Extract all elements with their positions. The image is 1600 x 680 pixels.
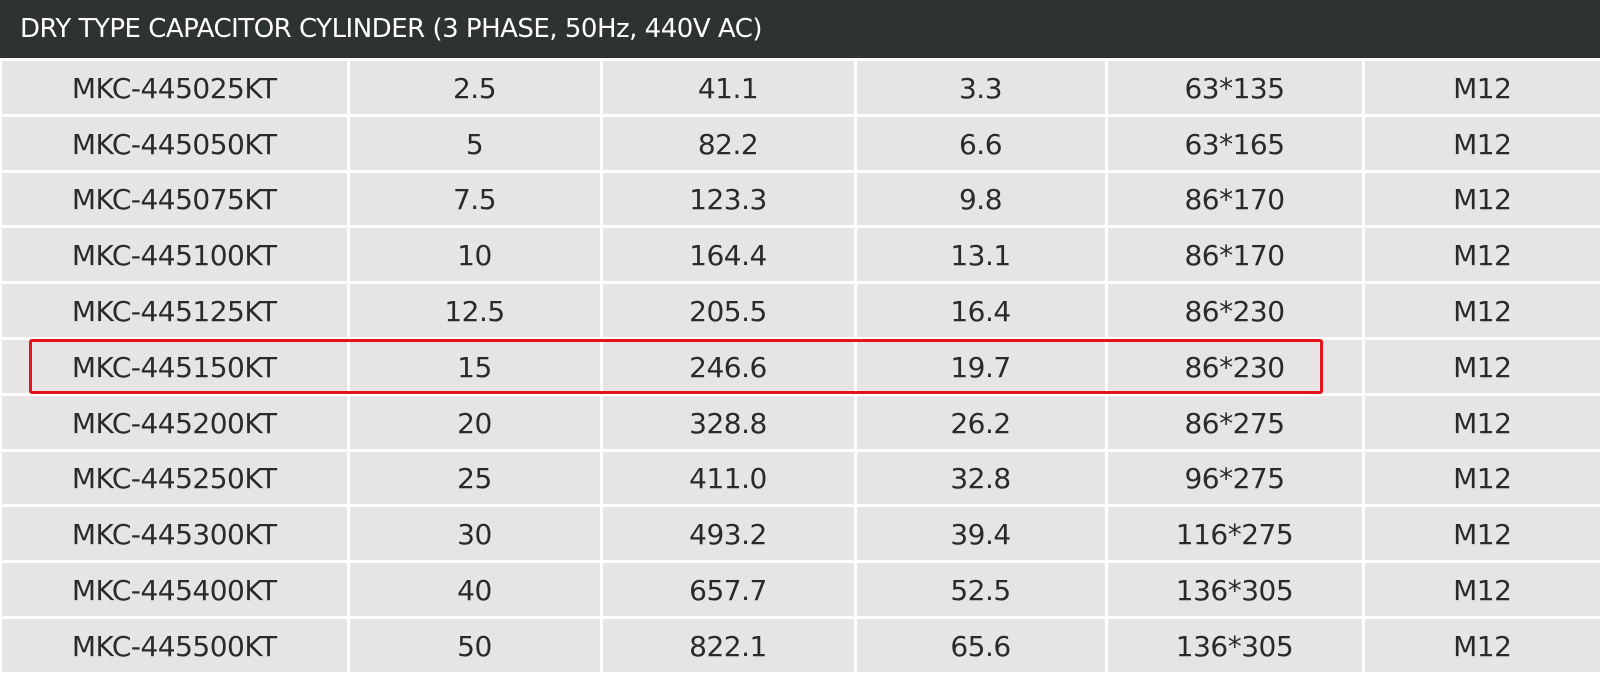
table-cell: MKC-445300KT [2,507,347,561]
table-cell: 205.5 [602,284,854,337]
table-cell: MKC-445400KT [2,563,347,616]
table-cell: 116*275 [1107,507,1362,561]
table-cell: 13.1 [856,228,1105,282]
table-cell: 3.3 [856,61,1105,114]
table-cell: 41.1 [602,61,854,114]
table-cell: 123.3 [602,172,854,226]
table-cell: 86*230 [1107,340,1362,393]
table-cell: M12 [1364,228,1600,282]
table-cell: 12.5 [349,284,600,337]
table-cell: M12 [1364,451,1600,505]
table-cell: 82.2 [602,116,854,170]
table-cell: 493.2 [602,507,854,561]
table-cell: 136*305 [1107,563,1362,616]
table-cell: 16.4 [856,284,1105,337]
table-cell: 10 [349,228,600,282]
table-cell: M12 [1364,507,1600,561]
table-cell: 86*230 [1107,284,1362,337]
table-cell: 15 [349,340,600,393]
table-cell: 2.5 [349,61,600,114]
table-cell: 411.0 [602,451,854,505]
table-cell: MKC-445125KT [2,284,347,337]
table-cell: 86*275 [1107,395,1362,449]
table-cell: 328.8 [602,395,854,449]
table-title: DRY TYPE CAPACITOR CYLINDER (3 PHASE, 50… [0,0,1600,58]
table-cell: MKC-445200KT [2,395,347,449]
table-cell: 65.6 [856,619,1105,672]
table-cell: 7.5 [349,172,600,226]
table-cell: 32.8 [856,451,1105,505]
table-cell: 164.4 [602,228,854,282]
table-cell: 822.1 [602,619,854,672]
table-cell: 136*305 [1107,619,1362,672]
table-cell: MKC-445150KT [2,340,347,393]
data-table: MKC-445025KT 2.5 41.1 3.3 63*135 M12 MKC-44505… [0,61,1600,680]
table-cell: 96*275 [1107,451,1362,505]
table-cell: 20 [349,395,600,449]
table-cell: 86*170 [1107,172,1362,226]
table-cell: 9.8 [856,172,1105,226]
table-cell: 25 [349,451,600,505]
table-cell: M12 [1364,116,1600,170]
table-cell: MKC-445075KT [2,172,347,226]
table-cell: 39.4 [856,507,1105,561]
table-cell: M12 [1364,172,1600,226]
table-cell: M12 [1364,61,1600,114]
table-cell: 30 [349,507,600,561]
table-cell: MKC-445025KT [2,61,347,114]
table-cell: MKC-445500KT [2,619,347,672]
table-cell: 63*135 [1107,61,1362,114]
table-cell: 19.7 [856,340,1105,393]
table-cell: MKC-445100KT [2,228,347,282]
table-cell: M12 [1364,284,1600,337]
table-cell: 657.7 [602,563,854,616]
table-cell: 52.5 [856,563,1105,616]
table-cell: MKC-445250KT [2,451,347,505]
table-cell: 50 [349,619,600,672]
table-cell: 86*170 [1107,228,1362,282]
table-cell: 26.2 [856,395,1105,449]
table-cell: M12 [1364,395,1600,449]
table-cell: M12 [1364,340,1600,393]
table-cell: M12 [1364,563,1600,616]
table-cell: 6.6 [856,116,1105,170]
table-cell: M12 [1364,619,1600,672]
table-cell: 63*165 [1107,116,1362,170]
table-cell: 40 [349,563,600,616]
table-cell: 5 [349,116,600,170]
table-cell: 246.6 [602,340,854,393]
table-cell: MKC-445050KT [2,116,347,170]
